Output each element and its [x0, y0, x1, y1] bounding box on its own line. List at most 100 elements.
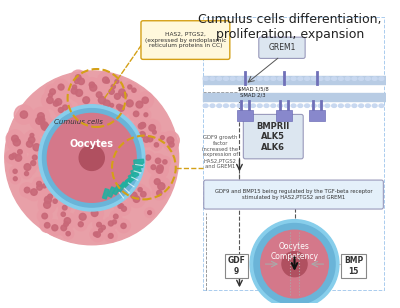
Circle shape [12, 135, 18, 142]
Circle shape [119, 89, 125, 95]
Ellipse shape [291, 77, 296, 80]
Circle shape [145, 208, 154, 217]
Circle shape [71, 88, 77, 94]
Circle shape [18, 158, 36, 176]
Circle shape [134, 127, 150, 142]
Text: GDF9 growth
factor
increased the
expression of
HAS2,PTGS2
and GREM1: GDF9 growth factor increased the express… [202, 135, 238, 169]
Circle shape [75, 79, 79, 83]
Circle shape [31, 189, 37, 195]
Ellipse shape [318, 104, 323, 107]
Text: Cumulus cells: Cumulus cells [54, 119, 103, 125]
Circle shape [50, 89, 56, 95]
Circle shape [140, 123, 145, 128]
Circle shape [44, 196, 52, 203]
Circle shape [54, 103, 68, 117]
Ellipse shape [366, 104, 370, 107]
Circle shape [31, 161, 36, 166]
Ellipse shape [203, 77, 208, 80]
Bar [108, 187, 115, 197]
Circle shape [102, 76, 112, 86]
Circle shape [30, 111, 49, 130]
Ellipse shape [332, 104, 336, 107]
Circle shape [48, 194, 52, 199]
Circle shape [38, 113, 44, 120]
Ellipse shape [312, 104, 316, 107]
Circle shape [91, 210, 98, 217]
Ellipse shape [250, 104, 256, 107]
Circle shape [152, 177, 171, 196]
Circle shape [156, 167, 163, 173]
Circle shape [141, 151, 155, 164]
Circle shape [108, 221, 113, 226]
Ellipse shape [284, 77, 289, 80]
Circle shape [9, 154, 14, 160]
Circle shape [56, 221, 71, 235]
Circle shape [58, 107, 63, 112]
Circle shape [157, 190, 162, 196]
Circle shape [84, 79, 102, 97]
Ellipse shape [332, 77, 336, 80]
Circle shape [62, 205, 67, 210]
Circle shape [104, 100, 110, 107]
Circle shape [93, 219, 105, 231]
Circle shape [50, 93, 67, 111]
Circle shape [141, 110, 151, 120]
Ellipse shape [284, 104, 289, 107]
Circle shape [5, 150, 18, 164]
Circle shape [122, 93, 127, 98]
Circle shape [92, 91, 112, 110]
Circle shape [58, 84, 64, 90]
Circle shape [121, 223, 126, 229]
Circle shape [45, 90, 56, 100]
Bar [133, 164, 143, 169]
Circle shape [47, 220, 63, 236]
Circle shape [118, 204, 123, 209]
Text: HAS2, PTGS2,
(expressed by endoplasmic
reticulum proteins in CC): HAS2, PTGS2, (expressed by endoplasmic r… [145, 32, 226, 48]
Circle shape [79, 145, 104, 170]
Circle shape [27, 130, 37, 140]
Circle shape [98, 96, 106, 104]
Circle shape [126, 187, 142, 204]
Circle shape [144, 113, 148, 117]
Circle shape [15, 155, 22, 161]
Bar [122, 179, 131, 188]
Circle shape [90, 84, 97, 91]
Ellipse shape [237, 77, 242, 80]
Circle shape [24, 164, 31, 170]
Circle shape [112, 220, 116, 224]
Ellipse shape [298, 77, 303, 80]
Circle shape [109, 217, 120, 227]
Ellipse shape [379, 77, 384, 80]
Bar [125, 175, 135, 184]
Circle shape [44, 201, 50, 208]
Circle shape [95, 232, 100, 237]
Ellipse shape [345, 104, 350, 107]
Circle shape [90, 227, 105, 242]
Circle shape [162, 131, 179, 149]
Circle shape [138, 188, 142, 192]
Circle shape [118, 89, 131, 102]
Circle shape [104, 229, 117, 242]
Circle shape [39, 105, 145, 211]
Circle shape [154, 143, 158, 147]
Circle shape [24, 172, 28, 176]
Circle shape [148, 211, 152, 214]
Ellipse shape [345, 77, 350, 80]
Ellipse shape [224, 104, 228, 107]
Circle shape [116, 104, 122, 109]
Circle shape [98, 95, 116, 112]
Ellipse shape [318, 77, 323, 80]
Circle shape [140, 123, 146, 128]
FancyBboxPatch shape [237, 110, 254, 121]
Circle shape [152, 160, 168, 176]
Circle shape [136, 101, 143, 108]
Circle shape [157, 132, 168, 143]
Circle shape [61, 225, 66, 231]
Ellipse shape [257, 77, 262, 80]
Ellipse shape [366, 77, 370, 80]
FancyBboxPatch shape [204, 180, 383, 209]
Circle shape [114, 200, 126, 212]
Circle shape [98, 222, 109, 233]
Circle shape [39, 191, 57, 209]
Circle shape [131, 192, 137, 199]
